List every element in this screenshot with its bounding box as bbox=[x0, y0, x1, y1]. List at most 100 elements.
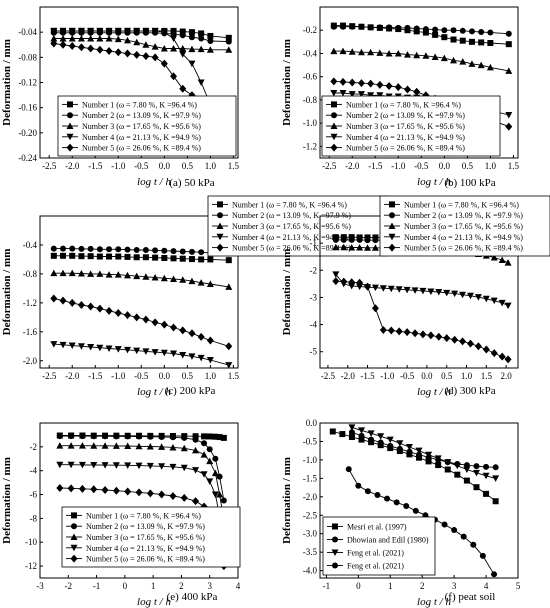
data-point bbox=[470, 541, 477, 548]
data-point bbox=[96, 253, 103, 260]
data-point bbox=[50, 252, 57, 259]
data-point bbox=[492, 464, 499, 471]
legend-entry: Number 1 (ω = 7.80 %, K =96.4 %) bbox=[404, 200, 519, 209]
x-tick-label: -2 bbox=[65, 581, 73, 591]
data-point bbox=[87, 34, 95, 42]
data-point bbox=[102, 433, 109, 440]
data-point bbox=[188, 45, 196, 53]
data-point bbox=[498, 256, 506, 263]
data-point bbox=[56, 483, 64, 492]
data-point bbox=[505, 112, 513, 119]
data-point bbox=[112, 442, 120, 449]
series-line bbox=[351, 426, 496, 479]
x-tick-label: -2.5 bbox=[322, 161, 337, 171]
data-point bbox=[406, 448, 413, 455]
data-point bbox=[466, 339, 474, 348]
x-tick-label: 1.0 bbox=[205, 161, 217, 171]
x-tick-label: -1.0 bbox=[111, 371, 126, 381]
data-point bbox=[340, 236, 347, 243]
legend-entry: Number 5 (ω = 26.06 %, K =89.4 %) bbox=[232, 244, 351, 253]
data-point bbox=[473, 484, 480, 491]
legend-marker bbox=[330, 133, 338, 141]
data-point bbox=[179, 248, 186, 255]
legend-marker bbox=[331, 549, 339, 556]
plot-frame bbox=[319, 422, 519, 579]
data-point bbox=[357, 91, 365, 98]
series-2 bbox=[348, 424, 500, 482]
panel-5: -1 0 1 2 3 4 5 0.0 -0.5 -1.0 -1.5 -2.0 -2.5 -3.0 -3.5 -… bbox=[281, 418, 521, 608]
legend-marker bbox=[216, 233, 224, 241]
data-point bbox=[358, 436, 365, 443]
x-tick-label: -1.0 bbox=[380, 371, 395, 381]
data-point bbox=[387, 442, 394, 449]
data-point bbox=[124, 442, 132, 450]
data-point bbox=[403, 328, 411, 337]
data-point bbox=[158, 490, 166, 499]
plot-frame bbox=[319, 6, 519, 159]
y-axis-label: Deformation / mm bbox=[1, 249, 13, 336]
data-point bbox=[188, 29, 195, 36]
data-point bbox=[160, 59, 168, 68]
data-point bbox=[206, 478, 214, 485]
y-tick-label: -1.2 bbox=[23, 298, 37, 308]
data-point bbox=[504, 302, 512, 310]
legend-box bbox=[321, 95, 501, 157]
data-point bbox=[68, 298, 76, 307]
panel-caption: (c) 200 kPa bbox=[165, 385, 216, 397]
data-point bbox=[460, 533, 467, 540]
y-axis-label: Deformation / mm bbox=[1, 457, 13, 544]
data-point bbox=[105, 345, 113, 352]
y-tick-label: -0.8 bbox=[23, 269, 38, 279]
y-tick-label: -4 bbox=[310, 320, 318, 330]
data-point bbox=[105, 27, 113, 35]
y-tick-label: -0.8 bbox=[303, 95, 318, 105]
x-tick-label: -0.5 bbox=[134, 161, 149, 171]
data-point bbox=[169, 443, 177, 451]
data-point bbox=[225, 283, 233, 290]
legend-entry: Number 5 (ω = 26.06 %, K =89.4 %) bbox=[82, 144, 201, 153]
legend-entry: Number 3 (ω = 17.65 %, K =95.6 %) bbox=[346, 122, 465, 131]
data-point bbox=[413, 87, 421, 96]
legend-entry: Number 4 (ω = 21.13 %, K =94.9 %) bbox=[82, 133, 201, 142]
y-tick-label: -0.12 bbox=[18, 78, 37, 88]
data-point bbox=[435, 289, 443, 296]
data-point bbox=[169, 463, 177, 471]
panel-caption: (b) 100 kPa bbox=[444, 177, 495, 189]
data-point bbox=[482, 345, 490, 354]
data-point bbox=[142, 254, 149, 261]
legend-entry: Number 3 (ω = 17.65 %, K =95.6 %) bbox=[232, 222, 351, 231]
legend-entry: Dhowian and Edil (1980) bbox=[347, 536, 429, 545]
series-3 bbox=[345, 466, 498, 578]
data-point bbox=[192, 433, 199, 440]
data-point bbox=[348, 429, 355, 436]
data-point bbox=[441, 521, 448, 528]
legend-marker bbox=[71, 523, 77, 530]
y-tick-label: -0.24 bbox=[18, 153, 37, 163]
y-tick-label: -0.16 bbox=[18, 103, 37, 113]
y-tick-label: -0.2 bbox=[303, 25, 317, 35]
data-point bbox=[435, 462, 442, 469]
data-point bbox=[432, 26, 439, 33]
data-point bbox=[459, 58, 467, 65]
series-line bbox=[335, 280, 509, 360]
data-point bbox=[198, 249, 205, 256]
data-point bbox=[358, 432, 365, 439]
legend-marker bbox=[388, 233, 396, 241]
data-point bbox=[376, 24, 383, 31]
panel-caption: (a) 50 kPa bbox=[169, 177, 214, 189]
y-tick-label: -8 bbox=[30, 513, 38, 523]
x-tick-label: 1.5 bbox=[228, 371, 240, 381]
data-point bbox=[415, 447, 423, 455]
series-3 bbox=[332, 271, 512, 310]
data-point bbox=[412, 507, 419, 514]
legend-entry: Number 5 (ω = 26.06 %, K =89.4 %) bbox=[86, 555, 205, 564]
x-tick-label: -1 bbox=[93, 581, 101, 591]
data-point bbox=[432, 31, 439, 38]
data-point bbox=[459, 27, 466, 34]
data-point bbox=[105, 306, 113, 315]
data-point bbox=[422, 52, 430, 59]
data-point bbox=[450, 36, 457, 43]
data-point bbox=[142, 52, 150, 61]
data-point bbox=[477, 61, 485, 69]
data-point bbox=[385, 81, 393, 90]
